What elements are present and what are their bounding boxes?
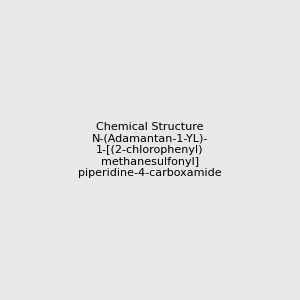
Text: Chemical Structure
N-(Adamantan-1-YL)-
1-[(2-chlorophenyl)
methanesulfonyl]
pipe: Chemical Structure N-(Adamantan-1-YL)- 1…	[78, 122, 222, 178]
